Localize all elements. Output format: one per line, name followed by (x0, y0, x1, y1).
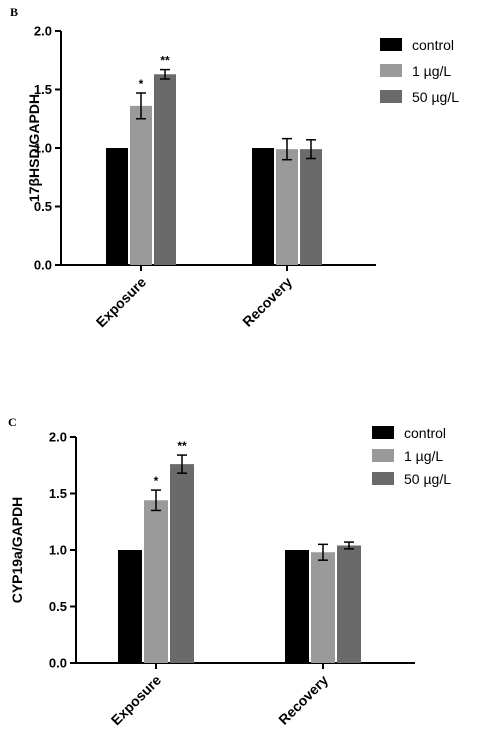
bar (106, 148, 128, 265)
legend-swatch (372, 472, 394, 485)
x-tick-label: Recovery (275, 672, 331, 728)
legend-swatch (380, 64, 402, 77)
significance-label: * (154, 474, 159, 488)
panel-letter: B (10, 5, 18, 19)
x-tick-label: Exposure (108, 672, 165, 729)
y-tick-label: 2.0 (34, 24, 52, 39)
legend-swatch (380, 38, 402, 51)
panel-b: B 0.00.51.01.52.017βHSD/GAPDH***Exposure… (10, 5, 459, 330)
bar (337, 545, 361, 663)
significance-label: * (139, 77, 144, 91)
y-axis-label: CYP19a/GAPDH (9, 497, 25, 604)
y-tick-label: 1.0 (34, 141, 52, 156)
legend-label: 50 µg/L (412, 89, 459, 105)
significance-label: ** (160, 54, 170, 68)
y-tick-label: 1.5 (34, 82, 52, 97)
panel-c: C 0.00.51.01.52.0CYP19a/GAPDH***Exposure… (8, 415, 451, 728)
legend-swatch (372, 449, 394, 462)
bar (154, 74, 176, 265)
legend-label: control (412, 37, 454, 53)
bar (144, 500, 168, 663)
y-tick-label: 0.0 (34, 258, 52, 273)
bar (252, 148, 274, 265)
bar (285, 550, 309, 663)
panel-letter: C (8, 415, 17, 429)
legend-swatch (372, 426, 394, 439)
bar (130, 105, 152, 265)
bar (276, 149, 298, 265)
bar (118, 550, 142, 663)
y-tick-label: 0.5 (34, 199, 52, 214)
bar (300, 149, 322, 265)
y-tick-label: 0.5 (49, 599, 67, 614)
legend-label: 1 µg/L (412, 63, 451, 79)
significance-label: ** (177, 439, 187, 453)
legend-swatch (380, 90, 402, 103)
y-tick-label: 1.5 (49, 486, 67, 501)
legend-label: 50 µg/L (404, 471, 451, 487)
y-axis-label: 17βHSD/GAPDH (26, 94, 42, 202)
y-tick-label: 2.0 (49, 430, 67, 445)
x-tick-label: Exposure (93, 274, 150, 331)
legend-label: 1 µg/L (404, 448, 443, 464)
y-tick-label: 0.0 (49, 656, 67, 671)
x-tick-label: Recovery (239, 274, 295, 330)
legend-label: control (404, 425, 446, 441)
y-tick-label: 1.0 (49, 543, 67, 558)
bar (170, 464, 194, 663)
bar (311, 552, 335, 663)
